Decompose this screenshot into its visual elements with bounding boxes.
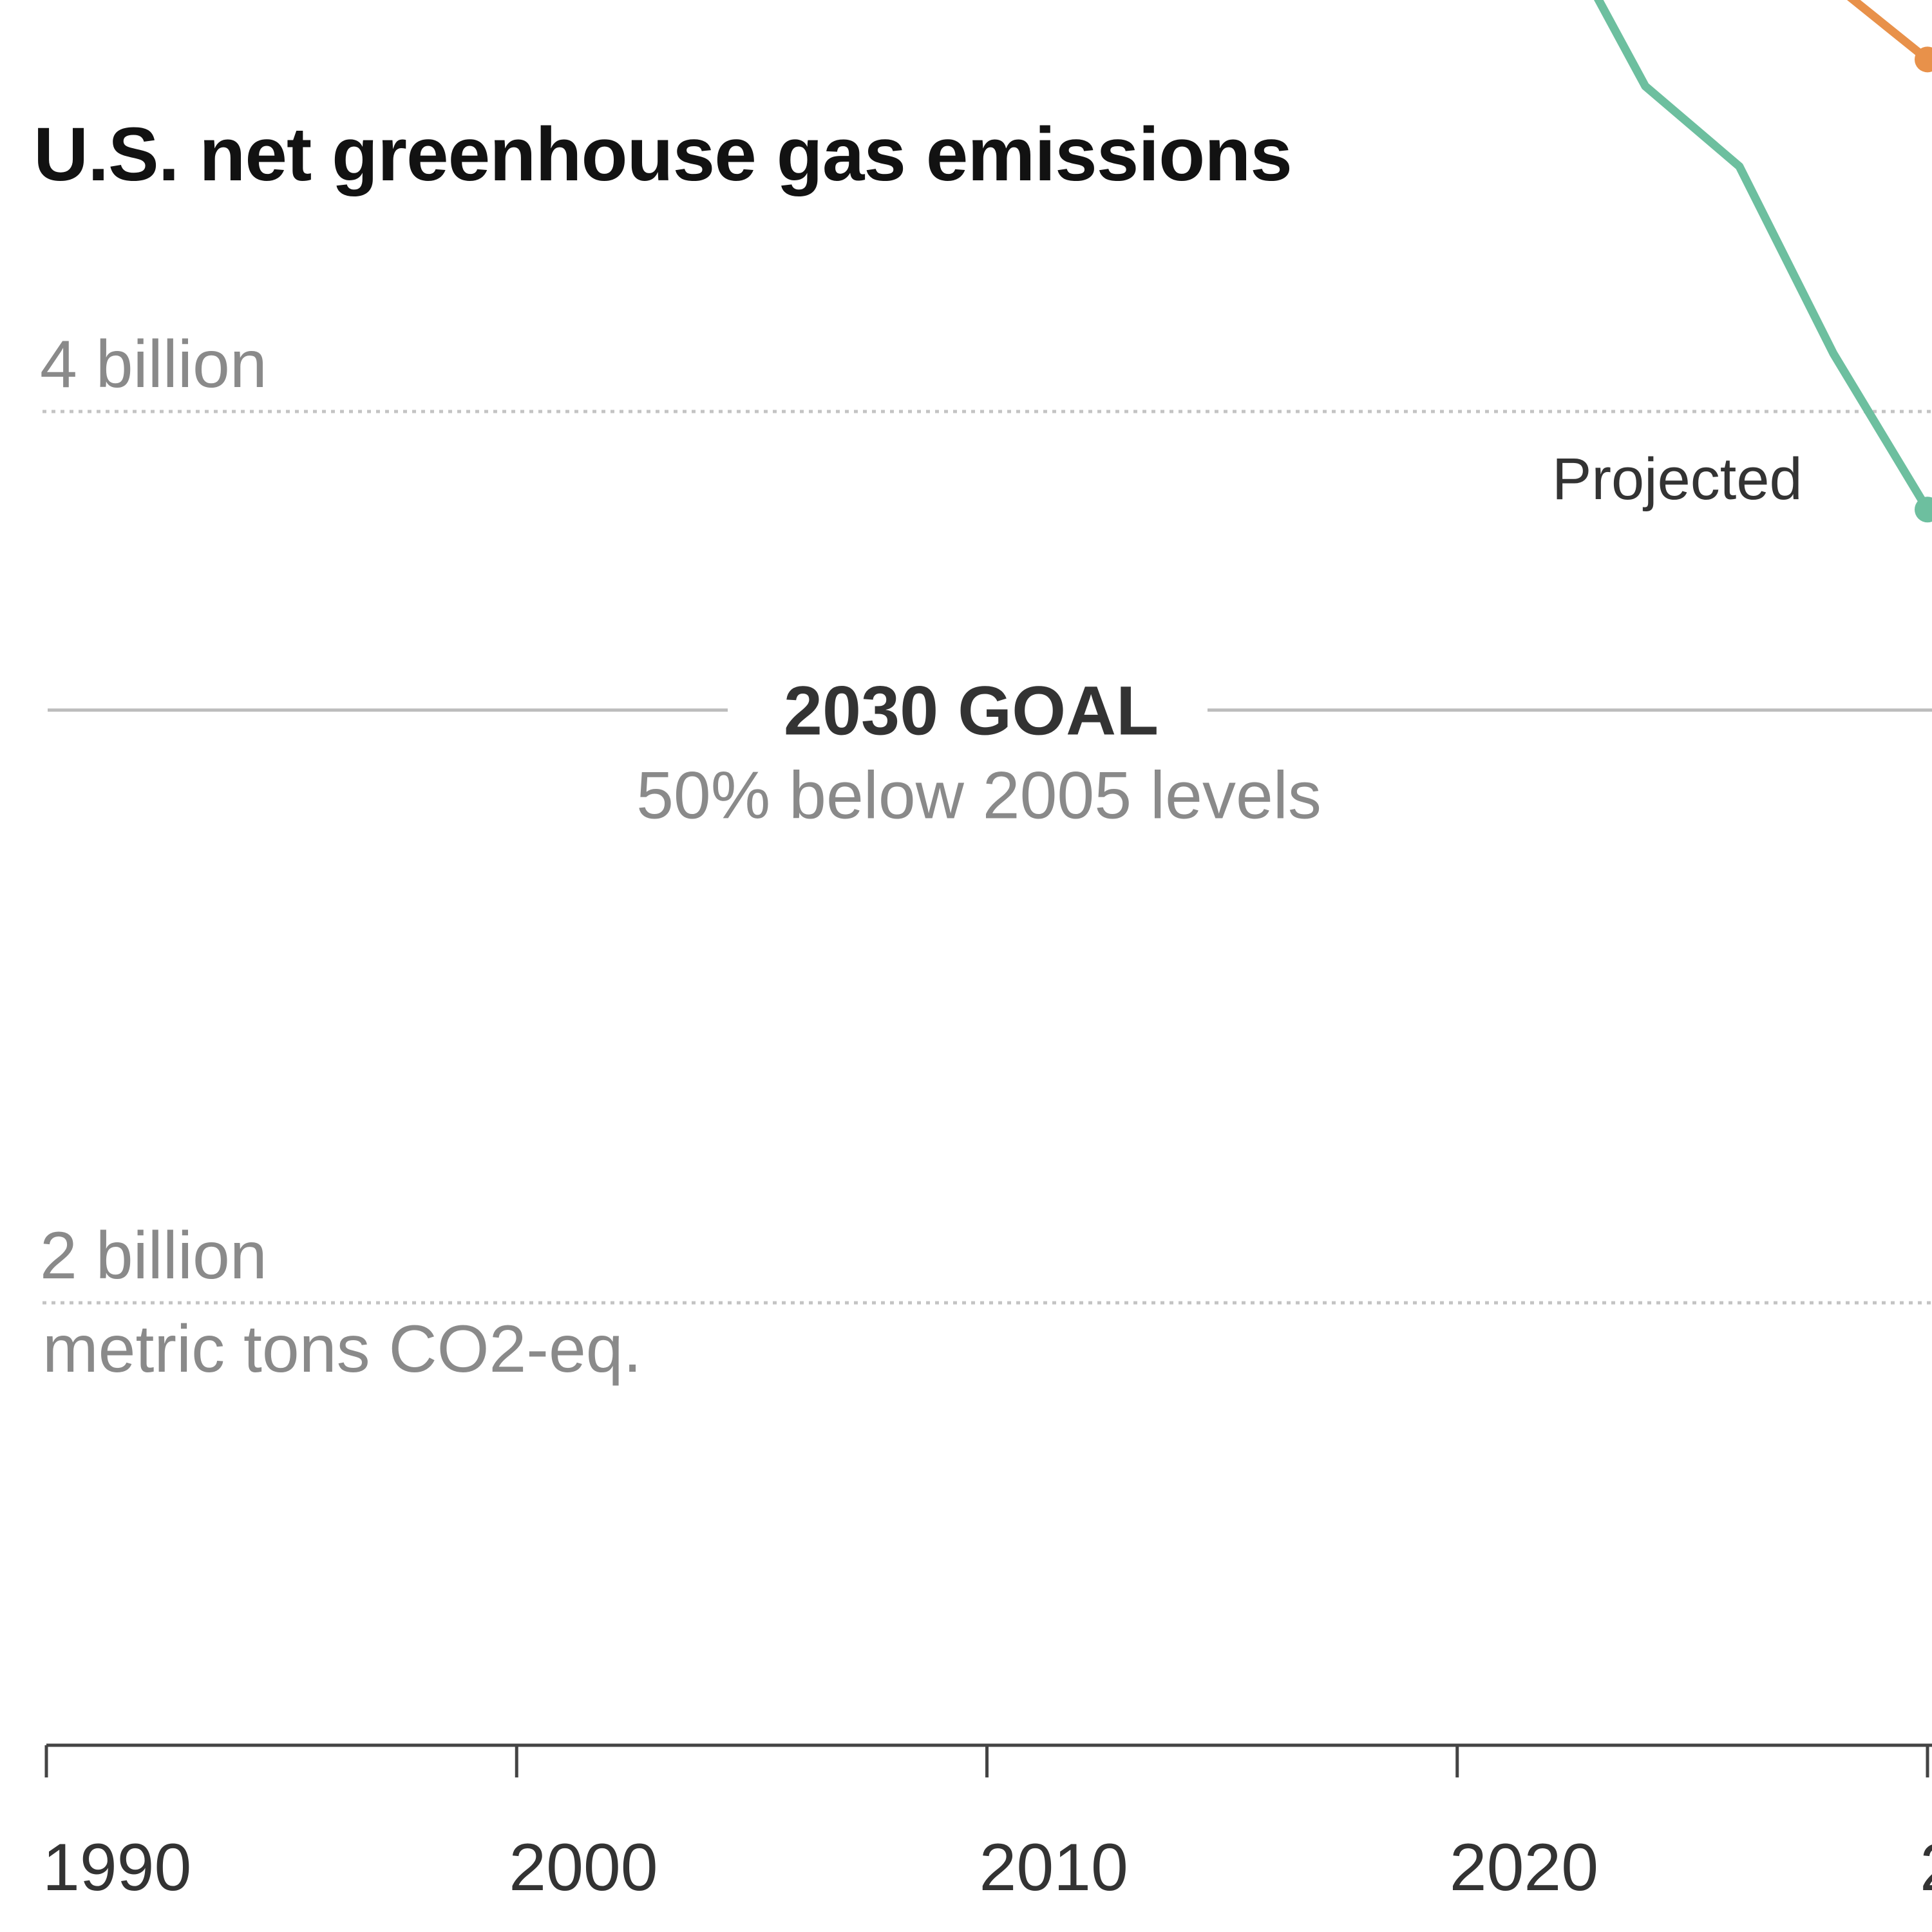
- x-tick-label-3: 2010: [980, 1830, 1128, 1905]
- projection-line-2: [1594, 0, 1932, 514]
- x-axis: 1990 2000 2010 2020 2030: [43, 1743, 1932, 1905]
- goal-subtitle: 50% below 2005 levels: [636, 759, 1321, 833]
- x-tick-label-5: 2030: [1920, 1830, 1932, 1905]
- y-tick-label-3: 2 billion: [40, 1218, 267, 1293]
- y-unit-label: metric tons CO2-eq.: [43, 1312, 642, 1387]
- goal-annotation: 2030 GOAL 50% below 2005 levels: [48, 672, 1932, 833]
- projection-endpoint-1: [1915, 46, 1932, 73]
- x-tick-label-2: 2000: [509, 1830, 658, 1905]
- projected-label: Projected: [1552, 446, 1803, 512]
- goal-title: 2030 GOAL: [784, 672, 1159, 750]
- chart-title: U.S. net greenhouse gas emissions: [33, 112, 1292, 197]
- y-tick-label-2: 4 billion: [40, 327, 267, 402]
- x-tick-label-4: 2020: [1450, 1830, 1598, 1905]
- projection-line-1: [1846, 0, 1932, 64]
- projection-endpoint-2: [1915, 497, 1932, 523]
- x-tick-label-1: 1990: [43, 1830, 191, 1905]
- series: [1594, 0, 1932, 523]
